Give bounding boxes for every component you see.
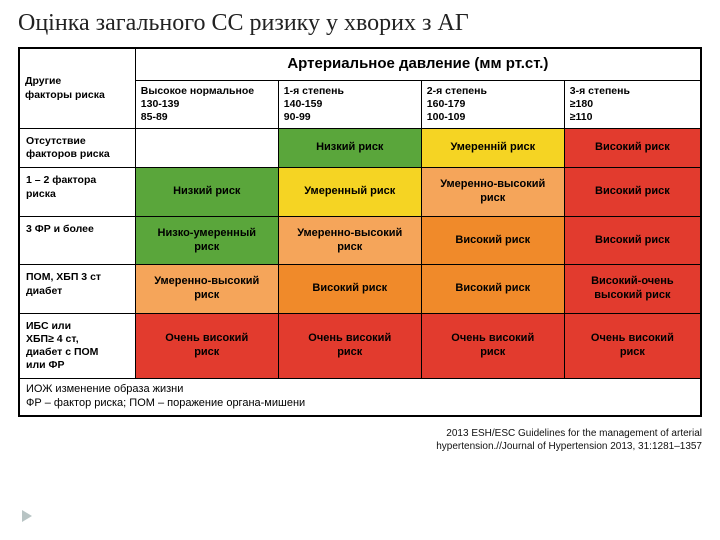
citation: 2013 ESH/ESC Guidelines for the manageme… — [18, 427, 702, 453]
play-icon — [22, 510, 32, 522]
c4-sys: ≥180 — [570, 98, 593, 110]
table-row: 1 – 2 факторарискаНизкий рискУмеренный р… — [20, 168, 701, 217]
risk-cell: Високий риск — [421, 216, 564, 265]
risk-cell — [135, 129, 278, 168]
row-label: ПОМ, ХБП 3 стдиабет — [20, 265, 136, 314]
c3-dia: 100-109 — [427, 111, 466, 123]
c1-title: Высокое нормальное — [141, 85, 254, 97]
risk-cell: Очень високийриск — [135, 313, 278, 379]
risk-table: Другиефакторы риска Артериальное давлени… — [19, 48, 701, 416]
row-label: Отсутствиефакторов риска — [20, 129, 136, 168]
risk-table-container: Другиефакторы риска Артериальное давлени… — [18, 47, 702, 417]
risk-cell: Умеренній риск — [421, 129, 564, 168]
col-risk-factors: Другиефакторы риска — [20, 49, 136, 129]
table-row: 3 ФР и болееНизко-умеренныйрискУмеренно-… — [20, 216, 701, 265]
row-label: 3 ФР и более — [20, 216, 136, 265]
risk-cell: Умеренный риск — [278, 168, 421, 217]
risk-cell: Високий-оченьвысокий риск — [564, 265, 700, 314]
risk-cell: Низкий риск — [135, 168, 278, 217]
row-label: ИБС илиХБП≥ 4 ст,диабет с ПОМили ФР — [20, 313, 136, 379]
risk-cell: Умеренно-высокийриск — [135, 265, 278, 314]
risk-cell: Умеренно-высокийриск — [278, 216, 421, 265]
risk-cell: Високий риск — [564, 216, 700, 265]
c1-sys: 130-139 — [141, 98, 180, 110]
c3-title: 2-я степень — [427, 85, 487, 97]
col-stage3: 3-я степень ≥180 ≥110 — [564, 80, 700, 128]
c2-dia: 90-99 — [284, 111, 311, 123]
c4-title: 3-я степень — [570, 85, 630, 97]
c4-dia: ≥110 — [570, 111, 593, 123]
risk-cell: Високий риск — [278, 265, 421, 314]
col-high-normal: Высокое нормальное 130-139 85-89 — [135, 80, 278, 128]
risk-cell: Низкий риск — [278, 129, 421, 168]
c2-title: 1-я степень — [284, 85, 344, 97]
table-row: ПОМ, ХБП 3 стдиабетУмеренно-высокийрискВ… — [20, 265, 701, 314]
row-label: 1 – 2 факторариска — [20, 168, 136, 217]
risk-cell: Умеренно-высокийриск — [421, 168, 564, 217]
risk-cell: Очень високийриск — [278, 313, 421, 379]
risk-cell: Очень високийриск — [421, 313, 564, 379]
footnote: ИОЖ изменение образа жизниФР – фактор ри… — [20, 379, 701, 416]
pressure-header: Артериальное давление (мм рт.ст.) — [135, 49, 700, 81]
table-row: ИБС илиХБП≥ 4 ст,диабет с ПОМили ФРОчень… — [20, 313, 701, 379]
c3-sys: 160-179 — [427, 98, 466, 110]
risk-cell: Низко-умеренныйриск — [135, 216, 278, 265]
risk-cell: Високий риск — [564, 168, 700, 217]
c2-sys: 140-159 — [284, 98, 323, 110]
risk-cell: Високий риск — [421, 265, 564, 314]
risk-cell: Очень високийриск — [564, 313, 700, 379]
risk-cell: Високий риск — [564, 129, 700, 168]
slide-title: Оцінка загального СС ризику у хворих з А… — [18, 10, 702, 37]
table-row: Отсутствиефакторов риска Низкий рискУмере… — [20, 129, 701, 168]
col-stage1: 1-я степень 140-159 90-99 — [278, 80, 421, 128]
c1-dia: 85-89 — [141, 111, 168, 123]
col-stage2: 2-я степень 160-179 100-109 — [421, 80, 564, 128]
